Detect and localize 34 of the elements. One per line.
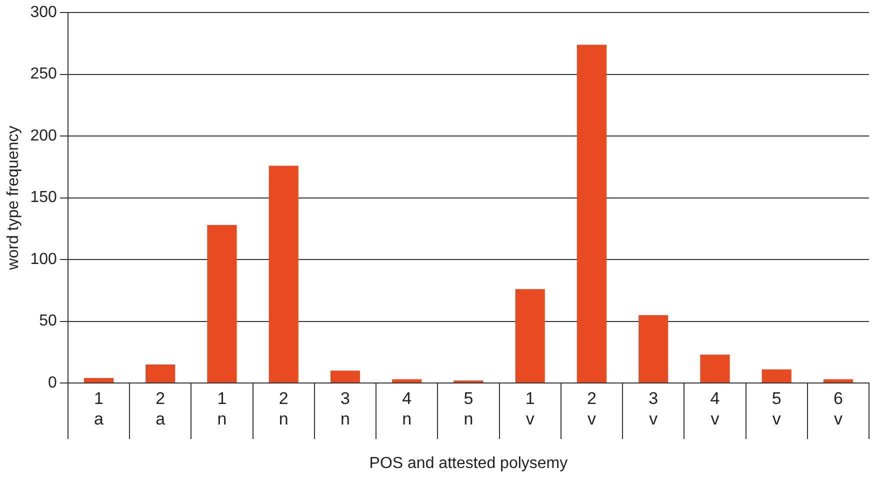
x-tick-label: 1 n bbox=[217, 388, 227, 428]
y-tick-label: 250 bbox=[30, 66, 57, 83]
bar bbox=[207, 224, 237, 382]
y-tick-label: 150 bbox=[30, 189, 57, 206]
x-tick-label: 5 n bbox=[464, 388, 474, 428]
bar bbox=[146, 364, 176, 382]
x-axis-title: POS and attested polysemy bbox=[369, 454, 568, 472]
bar bbox=[576, 44, 606, 382]
bar bbox=[700, 354, 730, 382]
x-tick-label: 1 a bbox=[94, 388, 104, 428]
x-tick-label: 2 n bbox=[278, 388, 288, 428]
y-tick-label: 300 bbox=[30, 4, 57, 22]
bar bbox=[330, 370, 360, 382]
x-tick-label: 6 v bbox=[833, 388, 843, 428]
bar bbox=[762, 369, 792, 382]
bar bbox=[84, 378, 114, 382]
x-tick-label: 4 v bbox=[710, 388, 720, 428]
y-axis-title: word type frequency bbox=[5, 126, 22, 271]
bar bbox=[392, 379, 422, 382]
bar bbox=[638, 315, 668, 382]
bar bbox=[823, 379, 853, 382]
y-tick-label: 100 bbox=[30, 250, 57, 268]
x-tick-label: 5 v bbox=[772, 388, 782, 428]
x-tick-label: 3 v bbox=[648, 388, 658, 428]
x-tick-label: 2 v bbox=[586, 388, 596, 428]
y-tick-label: 0 bbox=[48, 374, 57, 392]
x-tick-label: 2 a bbox=[156, 388, 166, 428]
y-tick-label: 50 bbox=[39, 312, 57, 330]
bar bbox=[268, 166, 298, 382]
bar bbox=[515, 289, 545, 382]
y-tick-label: 200 bbox=[30, 127, 57, 144]
x-tick-label: 1 v bbox=[525, 388, 535, 428]
x-tick-label: 4 n bbox=[402, 388, 412, 428]
x-tick-label: 3 n bbox=[340, 388, 350, 428]
